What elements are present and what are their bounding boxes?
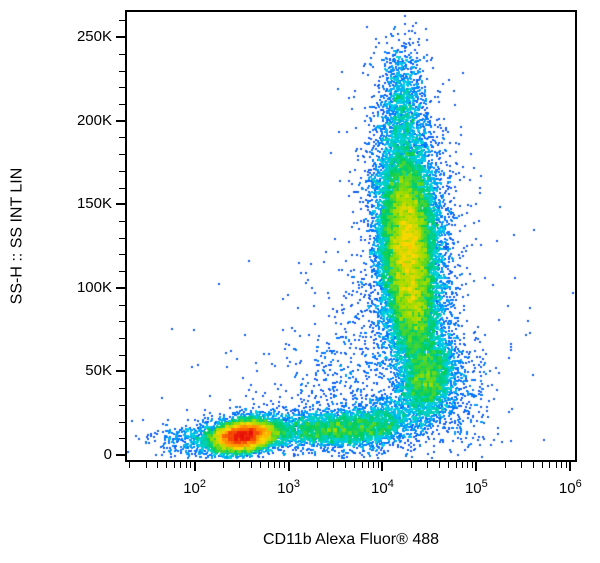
x-minor-tick [361,462,363,468]
y-axis-title: SS-H :: SS INT LIN [8,167,25,305]
y-axis-title-wrap: SS-H :: SS INT LIN [0,12,34,460]
x-tick-label: 106 [558,478,582,497]
y-minor-tick [119,404,125,406]
x-minor-tick [333,462,335,468]
x-minor-tick [448,462,450,468]
x-minor-tick [455,462,457,468]
x-minor-tick [180,462,182,468]
y-minor-tick [119,321,125,323]
y-minor-tick [119,20,125,22]
y-minor-tick [119,87,125,89]
y-minor-tick [119,254,125,256]
x-minor-tick [145,462,147,468]
x-axis-title: CD11b Alexa Fluor® 488 [262,531,440,548]
x-tick-label: 102 [183,478,207,497]
x-minor-tick [173,462,175,468]
y-minor-tick [119,53,125,55]
y-tick-label: 0 [103,445,112,463]
y-minor-tick [119,70,125,72]
y-tick-label: 250K [76,28,112,46]
y-minor-tick [119,388,125,390]
x-major-tick [569,462,572,471]
y-tick-label: 150K [76,195,112,213]
x-minor-tick [222,462,224,468]
x-minor-tick [542,462,544,468]
y-major-tick [116,370,125,373]
y-minor-tick [119,237,125,239]
x-minor-tick [239,462,241,468]
y-tick-label: 50K [85,362,112,380]
y-minor-tick [119,271,125,273]
x-minor-tick [461,462,463,468]
plot-area [125,10,577,462]
x-minor-tick [566,462,567,468]
x-minor-tick [427,462,429,468]
x-minor-tick [410,462,412,468]
x-tick-label: 103 [277,478,300,497]
y-major-tick [116,203,125,206]
x-major-tick [193,462,196,471]
x-minor-tick [273,462,275,468]
y-major-tick [116,119,125,122]
y-minor-tick [119,154,125,156]
x-minor-tick [345,462,347,468]
x-minor-tick [378,462,380,468]
x-minor-tick [157,462,159,468]
x-minor-tick [555,462,557,468]
x-major-tick [287,462,290,471]
x-major-tick [381,462,384,471]
scatter-canvas [127,12,575,460]
x-minor-tick [561,462,563,468]
x-minor-tick [373,462,375,468]
x-minor-tick [128,462,130,468]
x-minor-tick [354,462,356,468]
y-major-tick [116,453,125,456]
x-minor-tick [439,462,440,468]
x-minor-tick [467,462,469,468]
x-minor-tick [504,462,506,468]
x-minor-tick [166,462,168,468]
y-major-tick [116,286,125,289]
x-minor-tick [279,462,281,468]
y-minor-tick [119,421,125,423]
y-minor-tick [119,187,125,189]
y-minor-tick [119,137,125,139]
y-minor-tick [119,354,125,356]
y-minor-tick [119,438,125,440]
x-minor-tick [316,462,318,468]
x-minor-tick [532,462,534,468]
y-minor-tick [119,337,125,339]
x-tick-label: 105 [464,478,488,497]
y-minor-tick [119,103,125,105]
y-minor-tick [119,220,125,222]
x-minor-tick [284,462,286,468]
x-minor-tick [267,462,269,468]
x-minor-tick [190,462,192,468]
y-tick-label: 200K [76,111,112,129]
x-minor-tick [251,462,253,468]
x-major-tick [475,462,478,471]
x-minor-tick [521,462,523,468]
y-minor-tick [119,304,125,306]
x-minor-tick [367,462,369,468]
x-tick-label: 104 [371,478,394,497]
x-minor-tick [185,462,187,468]
y-major-tick [116,36,125,39]
x-minor-tick [549,462,551,468]
x-minor-tick [260,462,262,468]
y-tick-label: 100K [76,278,112,296]
x-minor-tick [472,462,474,468]
y-minor-tick [119,170,125,172]
